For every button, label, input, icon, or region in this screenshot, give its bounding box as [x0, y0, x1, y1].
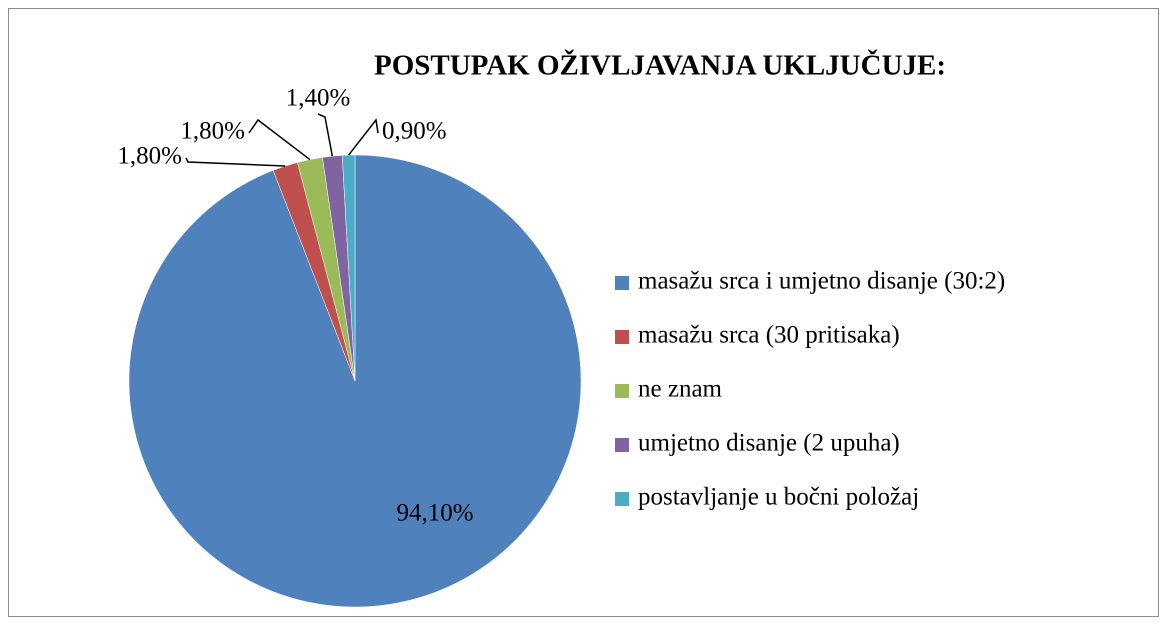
data-label: 0,90% — [382, 118, 447, 145]
legend-swatch — [615, 492, 629, 506]
leader-line — [185, 157, 286, 167]
leader-line — [348, 118, 379, 156]
legend-label: masažu srca (30 pritisaka) — [638, 322, 900, 349]
legend-swatch — [615, 384, 629, 398]
chart-title: POSTUPAK OŽIVLJAVANJA UKLJUČUJE: — [374, 49, 946, 82]
leader-line — [248, 118, 311, 161]
data-label: 1,80% — [117, 143, 182, 170]
legend-swatch — [615, 276, 629, 290]
data-label: 94,10% — [396, 500, 473, 527]
legend-swatch — [615, 438, 629, 452]
leader-line — [317, 113, 334, 157]
data-label: 1,40% — [286, 85, 351, 112]
legend-label: umjetno disanje (2 upuha) — [638, 430, 900, 457]
legend-label: ne znam — [638, 376, 723, 403]
data-label: 1,80% — [180, 118, 245, 145]
legend-swatch — [615, 330, 629, 344]
legend-label: postavljanje u bočni položaj — [638, 484, 919, 511]
legend-label: masažu srca i umjetno disanje (30:2) — [638, 268, 1005, 295]
